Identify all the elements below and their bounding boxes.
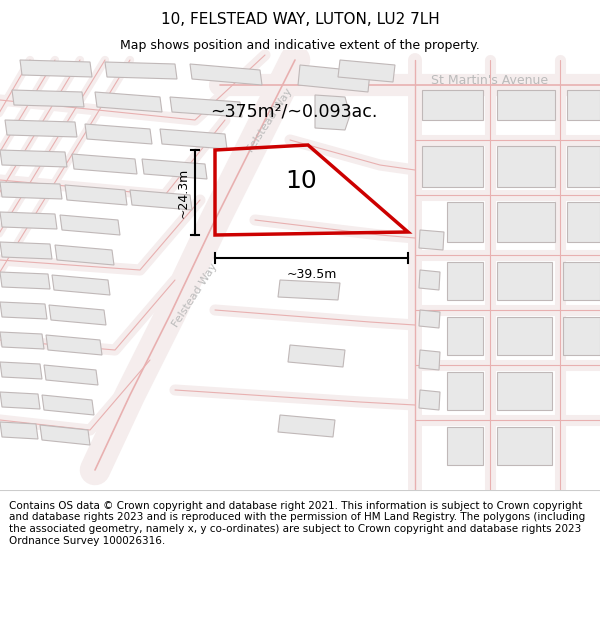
Polygon shape — [0, 272, 50, 289]
Polygon shape — [447, 202, 483, 242]
Polygon shape — [497, 262, 552, 300]
Polygon shape — [567, 146, 600, 187]
Polygon shape — [55, 245, 114, 265]
Text: ~39.5m: ~39.5m — [286, 268, 337, 281]
Polygon shape — [497, 146, 555, 187]
Polygon shape — [5, 120, 77, 137]
Polygon shape — [160, 129, 227, 149]
Polygon shape — [497, 90, 555, 120]
Polygon shape — [46, 335, 102, 355]
Text: Felstead Way: Felstead Way — [245, 86, 295, 154]
Polygon shape — [422, 146, 483, 187]
Polygon shape — [142, 159, 207, 179]
Polygon shape — [563, 262, 600, 300]
Text: ~24.3m: ~24.3m — [177, 168, 190, 217]
Polygon shape — [105, 62, 177, 79]
Polygon shape — [72, 154, 137, 174]
Text: 10, FELSTEAD WAY, LUTON, LU2 7LH: 10, FELSTEAD WAY, LUTON, LU2 7LH — [161, 12, 439, 28]
Text: 10: 10 — [286, 169, 317, 192]
Polygon shape — [20, 60, 92, 77]
Polygon shape — [12, 90, 84, 107]
Polygon shape — [447, 262, 483, 300]
Polygon shape — [0, 332, 44, 349]
Polygon shape — [298, 65, 370, 92]
Polygon shape — [567, 202, 600, 242]
Polygon shape — [0, 422, 38, 439]
Polygon shape — [419, 230, 444, 250]
Polygon shape — [0, 392, 40, 409]
Polygon shape — [0, 182, 62, 199]
Polygon shape — [447, 372, 483, 410]
Polygon shape — [44, 365, 98, 385]
Polygon shape — [0, 302, 47, 319]
Polygon shape — [0, 212, 57, 229]
Polygon shape — [419, 310, 440, 328]
Polygon shape — [49, 305, 106, 325]
Polygon shape — [65, 185, 127, 205]
Polygon shape — [447, 317, 483, 355]
Polygon shape — [278, 415, 335, 437]
Polygon shape — [130, 190, 192, 210]
Polygon shape — [315, 95, 350, 130]
Polygon shape — [0, 362, 42, 379]
Polygon shape — [0, 242, 52, 259]
Polygon shape — [278, 280, 340, 300]
Polygon shape — [85, 124, 152, 144]
Polygon shape — [190, 64, 262, 85]
Polygon shape — [95, 92, 162, 112]
Polygon shape — [497, 372, 552, 410]
Polygon shape — [52, 275, 110, 295]
Polygon shape — [497, 427, 552, 465]
Polygon shape — [563, 317, 600, 355]
Polygon shape — [497, 317, 552, 355]
Polygon shape — [60, 215, 120, 235]
Polygon shape — [338, 60, 395, 82]
Polygon shape — [419, 350, 440, 370]
Polygon shape — [447, 427, 483, 465]
Polygon shape — [0, 150, 67, 167]
Polygon shape — [288, 345, 345, 367]
Text: Felstead Way: Felstead Way — [170, 261, 220, 329]
Polygon shape — [419, 270, 440, 290]
Polygon shape — [42, 395, 94, 415]
Text: Contains OS data © Crown copyright and database right 2021. This information is : Contains OS data © Crown copyright and d… — [9, 501, 585, 546]
Text: ~375m²/~0.093ac.: ~375m²/~0.093ac. — [210, 102, 377, 120]
Polygon shape — [497, 202, 555, 242]
Polygon shape — [419, 390, 440, 410]
Text: St Martin's Avenue: St Martin's Avenue — [431, 74, 548, 86]
Polygon shape — [422, 90, 483, 120]
Polygon shape — [567, 90, 600, 120]
Polygon shape — [40, 425, 90, 445]
Text: Map shows position and indicative extent of the property.: Map shows position and indicative extent… — [120, 39, 480, 52]
Polygon shape — [170, 97, 242, 117]
